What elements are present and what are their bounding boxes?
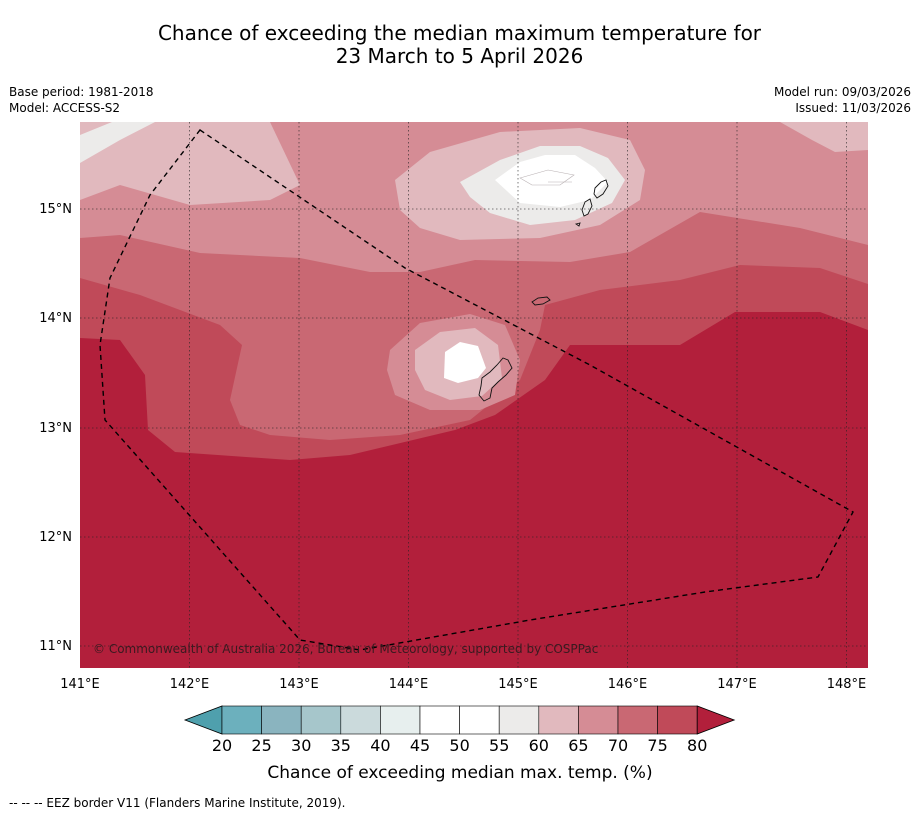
- colorbar-tick-label: 80: [687, 736, 707, 755]
- colorbar-tick-label: 70: [608, 736, 628, 755]
- colorbar-bin: [300, 705, 342, 735]
- lon-tick-147: 147°E: [717, 677, 757, 692]
- model-name: Model: ACCESS-S2: [9, 101, 121, 115]
- lon-tick-145: 145°E: [498, 677, 538, 692]
- lon-tick-labels: 141°E 142°E 143°E 144°E 145°E 146°E 147°…: [60, 677, 866, 692]
- colorbar-tick-label: 55: [489, 736, 509, 755]
- colorbar-tick-label: 35: [331, 736, 351, 755]
- colorbar-tick-label: 40: [370, 736, 390, 755]
- colorbar-tick-label: 50: [449, 736, 469, 755]
- colorbar-bin: [419, 705, 460, 735]
- meta-right: Model run: 09/03/2026 Issued: 11/03/2026: [774, 84, 911, 116]
- lon-tick-143: 143°E: [279, 677, 319, 692]
- colorbar-tick-label: 65: [568, 736, 588, 755]
- colorbar-extend-high: [696, 705, 736, 735]
- coastlines: [478, 179, 609, 402]
- colorbar-tick-label: 45: [410, 736, 430, 755]
- base-period: Base period: 1981-2018: [9, 85, 154, 99]
- lon-tick-141: 141°E: [60, 677, 100, 692]
- lon-tick-148: 148°E: [827, 677, 867, 692]
- colorbar-bin: [261, 705, 302, 735]
- colorbar-tick-label: 20: [212, 736, 232, 755]
- eez-footnote: -- -- -- EEZ border V11 (Flanders Marine…: [9, 796, 346, 810]
- lat-tick-labels: 15°N 14°N 13°N 12°N 11°N: [39, 202, 72, 654]
- saipan-outline: [593, 179, 609, 199]
- copyright-text: © Commonwealth of Australia 2026, Bureau…: [93, 642, 598, 656]
- lat-tick-13: 13°N: [39, 421, 72, 436]
- colorbar-tick-label: 25: [251, 736, 271, 755]
- band-50: [444, 155, 608, 383]
- tinian-outline: [581, 198, 593, 217]
- lat-tick-12: 12°N: [39, 530, 72, 545]
- map-title: Chance of exceeding the median maximum t…: [0, 22, 919, 68]
- colorbar-tick-label: 30: [291, 736, 311, 755]
- contour-layer: © Commonwealth of Australia 2026, Bureau…: [80, 122, 868, 668]
- colorbar-bin: [538, 705, 579, 735]
- band-55: [80, 122, 625, 225]
- colorbar-tick-label: 75: [647, 736, 667, 755]
- colorbar-bin: [340, 705, 381, 735]
- aguijan-outline: [574, 222, 581, 227]
- guam-outline: [478, 357, 513, 402]
- eez-border: [99, 129, 854, 651]
- colorbar-bin: [498, 705, 540, 735]
- colorbar-title: Chance of exceeding median max. temp. (%…: [267, 763, 652, 783]
- colorbar-bin: [578, 705, 619, 735]
- model-run: Model run: 09/03/2026: [773, 85, 911, 99]
- lat-tick-11: 11°N: [39, 639, 72, 654]
- colorbar-bin: [657, 705, 698, 735]
- colorbar: 20 25 30 35 40 45 50 55 60 65 70 75 80: [183, 705, 736, 755]
- colorbar-bin: [459, 705, 500, 735]
- colorbar-tick-label: 60: [529, 736, 549, 755]
- gridlines: [80, 122, 868, 668]
- title-line-2: 23 March to 5 April 2026: [335, 44, 584, 68]
- colorbar-bin: [380, 705, 421, 735]
- colorbar-bin: [221, 705, 262, 735]
- lon-tick-146: 146°E: [608, 677, 648, 692]
- contour-lines: [519, 169, 575, 186]
- map-figure: © Commonwealth of Australia 2026, Bureau…: [39, 122, 868, 783]
- lat-tick-15: 15°N: [39, 202, 72, 217]
- meta-left: Base period: 1981-2018 Model: ACCESS-S2: [9, 84, 154, 116]
- lon-tick-142: 142°E: [170, 677, 210, 692]
- lon-tick-144: 144°E: [389, 677, 429, 692]
- colorbar-bin: [617, 705, 658, 735]
- issued-date: Issued: 11/03/2026: [795, 101, 911, 115]
- lat-tick-14: 14°N: [39, 311, 72, 326]
- title-line-1: Chance of exceeding the median maximum t…: [157, 21, 762, 45]
- colorbar-extend-low: [183, 705, 223, 735]
- rota-outline: [531, 296, 551, 306]
